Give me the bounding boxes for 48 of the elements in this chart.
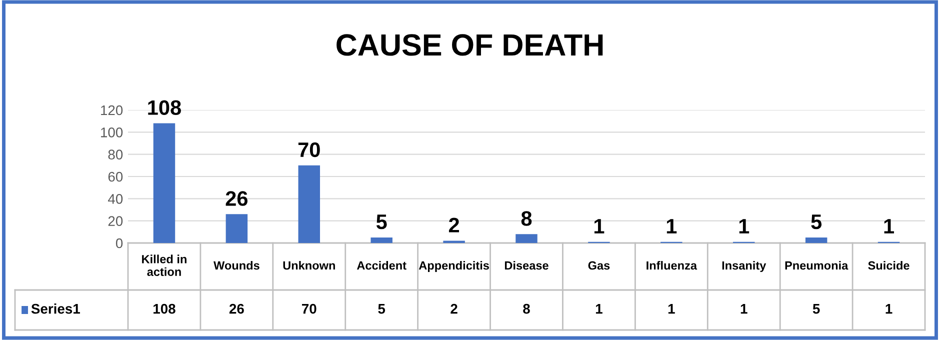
data-label: 2 — [448, 218, 460, 232]
data-label: 8 — [521, 211, 532, 226]
x-tick-label: Accident — [356, 260, 406, 270]
y-tick-label: 80 — [108, 150, 123, 160]
text: 1 — [668, 304, 675, 314]
text: 5 — [812, 304, 820, 314]
data-label: 108 — [148, 100, 181, 116]
data-label: 70 — [298, 142, 320, 158]
data-label: 26 — [226, 191, 248, 206]
bar — [153, 123, 176, 243]
x-tick-label: Influenza — [646, 260, 698, 270]
y-tick-label: 60 — [108, 172, 123, 182]
data-label: 1 — [594, 219, 604, 234]
y-tick-label: 20 — [108, 216, 123, 226]
text: 1 — [596, 304, 602, 314]
x-tick-label: Wounds — [214, 260, 260, 270]
x-tick-label: Gas — [588, 261, 610, 270]
text: 70 — [302, 304, 316, 314]
text: 108 — [154, 304, 176, 314]
bar — [226, 214, 248, 243]
y-tick-label: 40 — [108, 194, 123, 204]
y-tick-label: 100 — [101, 128, 123, 138]
chart-title: CAUSE OF DEATH — [336, 34, 603, 56]
bar — [370, 237, 392, 243]
x-tick-label: Insanity — [722, 260, 766, 272]
x-tick-label: Suicide — [868, 260, 910, 270]
data-label: 5 — [376, 214, 387, 230]
x-tick-label: Pneumonia — [785, 260, 848, 270]
text: 26 — [229, 304, 244, 314]
text: 1 — [740, 304, 748, 314]
y-tick-label: 0 — [116, 238, 123, 248]
y-tick-label: 120 — [101, 105, 123, 116]
text: 2 — [450, 304, 458, 314]
data-label: 1 — [884, 219, 894, 234]
x-tick-label: Unknown — [283, 260, 335, 270]
data-label: 5 — [811, 214, 822, 230]
data-label: 1 — [739, 219, 750, 234]
x-tick-label: Disease — [504, 260, 548, 270]
text: 5 — [378, 304, 386, 314]
text: 1 — [886, 304, 892, 314]
bar — [805, 237, 828, 243]
x-tick-label: Killed in action — [142, 254, 186, 276]
text: 8 — [523, 304, 530, 314]
legend-label: Series1 — [31, 304, 80, 314]
data-label: 1 — [666, 219, 677, 234]
x-tick-label: Appendicitis — [418, 260, 489, 272]
bar — [298, 165, 320, 243]
bar — [516, 234, 538, 243]
